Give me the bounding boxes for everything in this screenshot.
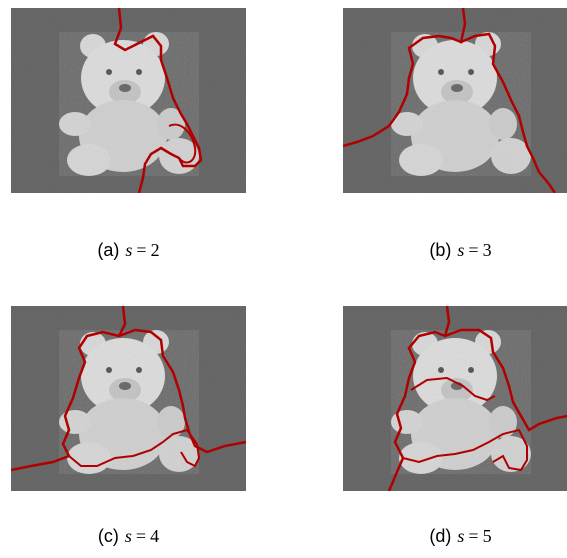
segmentation-image-a xyxy=(11,8,246,193)
segmentation-image-c xyxy=(11,306,246,491)
caption-a: (a) s = 2 xyxy=(11,240,246,261)
contour-a xyxy=(113,8,203,193)
caption-c: (c) s = 4 xyxy=(11,526,246,547)
caption-d-equals: = xyxy=(468,526,479,546)
caption-b-label: (b) xyxy=(429,240,452,260)
caption-d-variable: s xyxy=(457,526,465,546)
contour-b xyxy=(343,8,467,148)
contour-d xyxy=(387,306,451,491)
segmentation-image-d xyxy=(343,306,567,491)
caption-d-value: 5 xyxy=(482,526,492,546)
caption-a-label: (a) xyxy=(97,240,120,260)
caption-c-equals: = xyxy=(135,526,147,546)
contour-c xyxy=(11,306,127,472)
image-panel-a xyxy=(11,8,246,193)
image-panel-d xyxy=(343,306,567,491)
caption-c-value: 4 xyxy=(150,526,160,546)
caption-c-variable: s xyxy=(124,526,132,546)
caption-a-variable: s xyxy=(125,240,133,260)
caption-b-variable: s xyxy=(457,240,465,260)
image-panel-c xyxy=(11,306,246,491)
caption-d: (d) s = 5 xyxy=(343,526,567,547)
caption-d-label: (d) xyxy=(429,526,452,546)
caption-b: (b) s = 3 xyxy=(343,240,567,261)
caption-b-equals: = xyxy=(468,240,479,260)
image-panel-b xyxy=(343,8,567,193)
caption-a-value: 2 xyxy=(150,240,160,260)
caption-b-value: 3 xyxy=(482,240,492,260)
caption-c-label: (c) xyxy=(97,526,119,546)
segmentation-image-b xyxy=(343,8,567,193)
caption-a-equals: = xyxy=(136,240,147,260)
